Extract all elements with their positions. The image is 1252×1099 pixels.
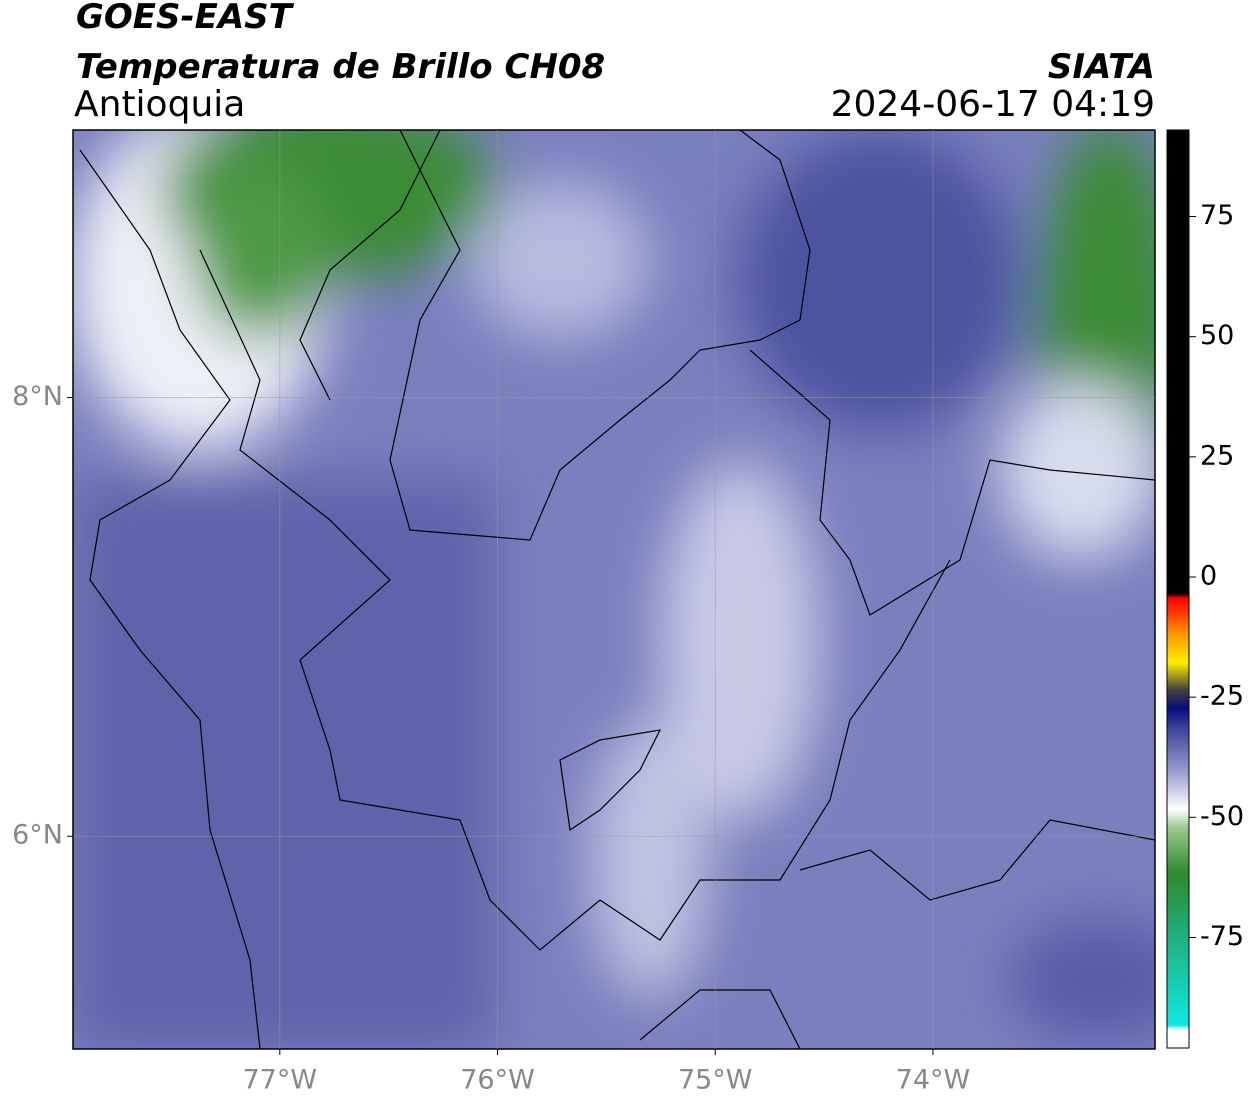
- y-tick-label: 6°N: [12, 820, 63, 851]
- y-tick-label: 8°N: [12, 381, 63, 412]
- map-imagery: [73, 130, 1155, 1049]
- colorbar-tick-label: 75: [1200, 200, 1234, 231]
- datetime: 2024-06-17 04:19: [831, 84, 1155, 125]
- colorbar: [1166, 129, 1190, 1049]
- colorbar-tick-label: 0: [1200, 560, 1217, 591]
- title: GOES-EAST: [76, 0, 295, 37]
- source: SIATA: [1048, 47, 1155, 87]
- x-tick-label: 77°W: [243, 1065, 318, 1096]
- colorbar-tick-label: -50: [1200, 801, 1244, 832]
- x-tick-label: 76°W: [460, 1065, 535, 1096]
- x-tick-label: 75°W: [678, 1065, 753, 1096]
- colorbar-tick-label: 25: [1200, 440, 1234, 471]
- colorbar-tick-label: -75: [1200, 921, 1244, 952]
- map-frame: [72, 129, 1156, 1050]
- x-tick-label: 74°W: [896, 1065, 971, 1096]
- subtitle: Temperatura de Brillo CH08: [76, 47, 605, 87]
- colorbar-tick-label: -25: [1200, 681, 1244, 712]
- region: Antioquia: [74, 84, 245, 125]
- colorbar-tick-label: 50: [1200, 320, 1234, 351]
